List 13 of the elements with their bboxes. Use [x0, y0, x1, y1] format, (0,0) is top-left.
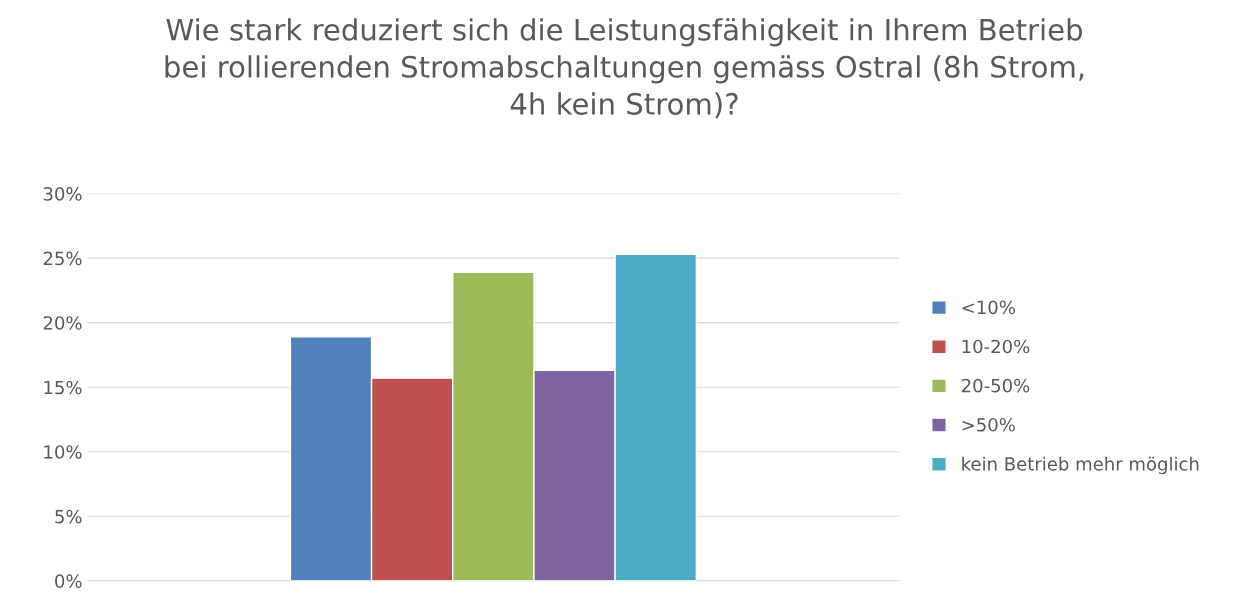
legend-label: >50% — [962, 417, 1015, 432]
y-tick-label: 0% — [55, 574, 82, 588]
legend-label: 20-50% — [961, 378, 1030, 393]
y-tick-label: 30% — [43, 187, 82, 201]
y-tick-label: 25% — [43, 251, 82, 266]
legend-label: <10% — [962, 300, 1015, 315]
legend-label: kein Betrieb mehr möglich — [962, 456, 1199, 475]
chart-title: Wie stark reduziert sich die Leistungsfähigkeit in Ihrem Betrieb bei rollierenden Stromabschaltungen gemäss Ostral (8h Strom, 4h kein Strom)? — [165, 18, 1084, 119]
y-tick-label: 10% — [44, 445, 82, 459]
y-tick-label: 5% — [55, 509, 82, 524]
legend-label: 10-20% — [962, 339, 1030, 354]
y-tick-label: 15% — [44, 380, 82, 395]
y-tick-label: 20% — [43, 316, 82, 330]
